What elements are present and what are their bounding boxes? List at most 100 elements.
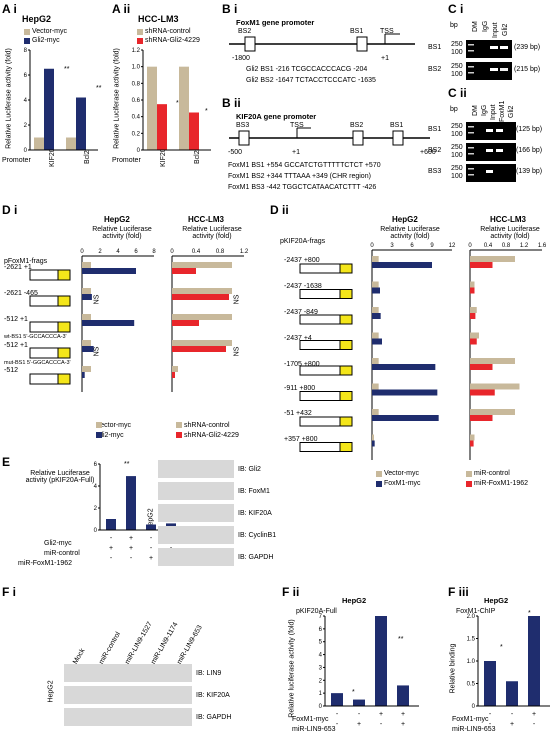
dii-hcc-bar xyxy=(470,415,493,421)
fiii-title: HepG2 xyxy=(484,596,509,605)
di-hcc-bar xyxy=(172,262,232,268)
aii-ytick-label: 0 xyxy=(137,148,141,154)
fiii-sign: - xyxy=(511,711,514,718)
di-hep-tick-label: 6 xyxy=(134,249,138,255)
dii-legend-swatch xyxy=(376,471,382,477)
cii-row-2-size: (166 bp) xyxy=(516,147,543,154)
aii-legend-swatch xyxy=(137,38,143,44)
dii-hcc-tick-label: 0 xyxy=(468,243,472,249)
di-luc-box xyxy=(57,295,71,307)
ai-sig-2: ** xyxy=(96,85,102,92)
e-ytick-label: 0 xyxy=(94,528,98,534)
di-hep-bar xyxy=(82,346,94,352)
dii-c8: +357 +800 xyxy=(284,436,318,443)
dii-hcc-bar xyxy=(470,338,477,345)
ci-m2a: 250 xyxy=(451,63,463,70)
e-sign: + xyxy=(109,545,113,552)
fii-ytick-label: 4 xyxy=(319,653,323,659)
ci-row-1-size: (239 bp) xyxy=(514,44,541,51)
aii-chart: 0 0.2 0.4 0.6 0.8 1.0 1.2 xyxy=(132,29,211,154)
fii-title: HepG2 xyxy=(342,596,367,605)
panel-label-Cii: C ii xyxy=(448,86,467,100)
ci-row-1: BS1 xyxy=(428,44,442,51)
e-bar xyxy=(146,524,156,530)
fii-sign: - xyxy=(358,711,361,718)
aii-ytick-label: 1.0 xyxy=(132,65,141,71)
dii-hep-bar xyxy=(372,409,379,415)
di-luc-box xyxy=(57,347,71,359)
dii-chart: 0 3 6 9 12 0 0.4 0.8 1.2 1.6 xyxy=(299,243,547,487)
dii-hep-bar xyxy=(372,338,382,345)
aii-legend-2: shRNA-Gli2-4229 xyxy=(145,37,200,44)
bi-title: FoxM1 gene promoter xyxy=(236,18,315,27)
fii-bar xyxy=(331,693,343,706)
di-luc-box xyxy=(57,321,71,333)
cii-m1b: 100 xyxy=(451,131,463,138)
ai-sig-1: ** xyxy=(64,66,70,73)
dii-legend-swatch xyxy=(466,481,472,487)
di-hcc-bar xyxy=(172,366,178,372)
dii-hcc-tick-label: 0.8 xyxy=(502,243,511,249)
dii-hep-bar xyxy=(372,287,380,294)
dii-hep-tick-label: 3 xyxy=(390,243,394,249)
di-axis-2: Relative Luciferase activity (fold) xyxy=(182,226,242,240)
ci-row-2: BS2 xyxy=(428,66,442,73)
aii-promoter: Promoter xyxy=(112,157,141,164)
fi-blots xyxy=(64,664,192,726)
aii-ytick-label: 0.6 xyxy=(132,98,141,104)
di-axis-1: Relative Luciferase activity (fold) xyxy=(92,226,152,240)
e-blot-5: IB: GAPDH xyxy=(238,554,274,561)
bi-diagram xyxy=(229,33,415,52)
di-legend-swatch xyxy=(96,422,102,428)
fii-sign: - xyxy=(336,711,339,718)
ci-bp: bp xyxy=(450,22,458,29)
ai-ytick-label: 6 xyxy=(24,73,28,79)
dii-c2: -2437 -1638 xyxy=(284,283,322,290)
ai-legend-2: Gli2-myc xyxy=(32,37,60,44)
di-hep-tick-label: 8 xyxy=(152,249,156,255)
cii-row-1-size: (125 bp) xyxy=(516,126,543,133)
dii-hcc-bar xyxy=(470,332,479,339)
ai-title: HepG2 xyxy=(22,14,52,24)
fiii-ytick-label: 2.0 xyxy=(467,614,476,620)
ai-promoter: Promoter xyxy=(2,157,31,164)
bii-seq-2: FoxM1 BS2 +344 TTTAAA +349 (CHR region) xyxy=(228,173,371,180)
fiii-ytick-label: 1.0 xyxy=(467,659,476,665)
e-sign: + xyxy=(129,545,133,552)
dii-hcc-tick-label: 0.4 xyxy=(484,243,493,249)
di-c1: -2621 +1 xyxy=(4,264,32,271)
dii-c1: -2437 +800 xyxy=(284,257,320,264)
di-hcc-tick-label: 0.4 xyxy=(192,249,201,255)
dii-c4: -2437 +4 xyxy=(284,335,312,342)
e-sign: - xyxy=(110,555,113,562)
dii-axis-1: Relative Luciferase activity (fold) xyxy=(380,226,440,240)
dii-luc-box xyxy=(339,289,353,299)
dii-hcc-bar xyxy=(470,364,493,370)
dii-leg2-1: miR-control xyxy=(474,470,510,477)
fii-sign: + xyxy=(401,711,405,718)
dii-hcc-bar xyxy=(470,256,515,262)
e-sign: + xyxy=(129,535,133,542)
e-blot-strip xyxy=(158,548,234,566)
di-hep-bar xyxy=(82,268,136,274)
ci-m1a: 250 xyxy=(451,41,463,48)
dii-luc-box xyxy=(339,340,353,350)
di-leg2-2: shRNA-Gli2-4229 xyxy=(184,432,239,439)
fiii-sig-1: * xyxy=(500,644,503,651)
fii-ytick-label: 2 xyxy=(319,678,323,684)
dii-hep-bar xyxy=(372,434,374,441)
dii-construct-label: pKIF20A-frags xyxy=(280,238,326,245)
fiii-row-2: miR-LIN9-653 xyxy=(452,726,496,733)
di-hcc-bar xyxy=(172,372,175,378)
dii-legend-swatch xyxy=(466,471,472,477)
di-hcc-bar xyxy=(172,346,226,352)
e-blot-3: IB: KIF20A xyxy=(238,510,272,517)
ai-ytick-label: 2 xyxy=(24,123,28,129)
dii-hcc-bar xyxy=(470,440,474,447)
fiii-ytick-label: 0 xyxy=(472,704,476,710)
fii-sign: + xyxy=(379,711,383,718)
dii-hep-bar xyxy=(372,307,379,313)
di-mut: mut-BS1 5'-GGCACCCA-3' xyxy=(4,360,71,366)
dii-luc-box xyxy=(339,442,353,452)
